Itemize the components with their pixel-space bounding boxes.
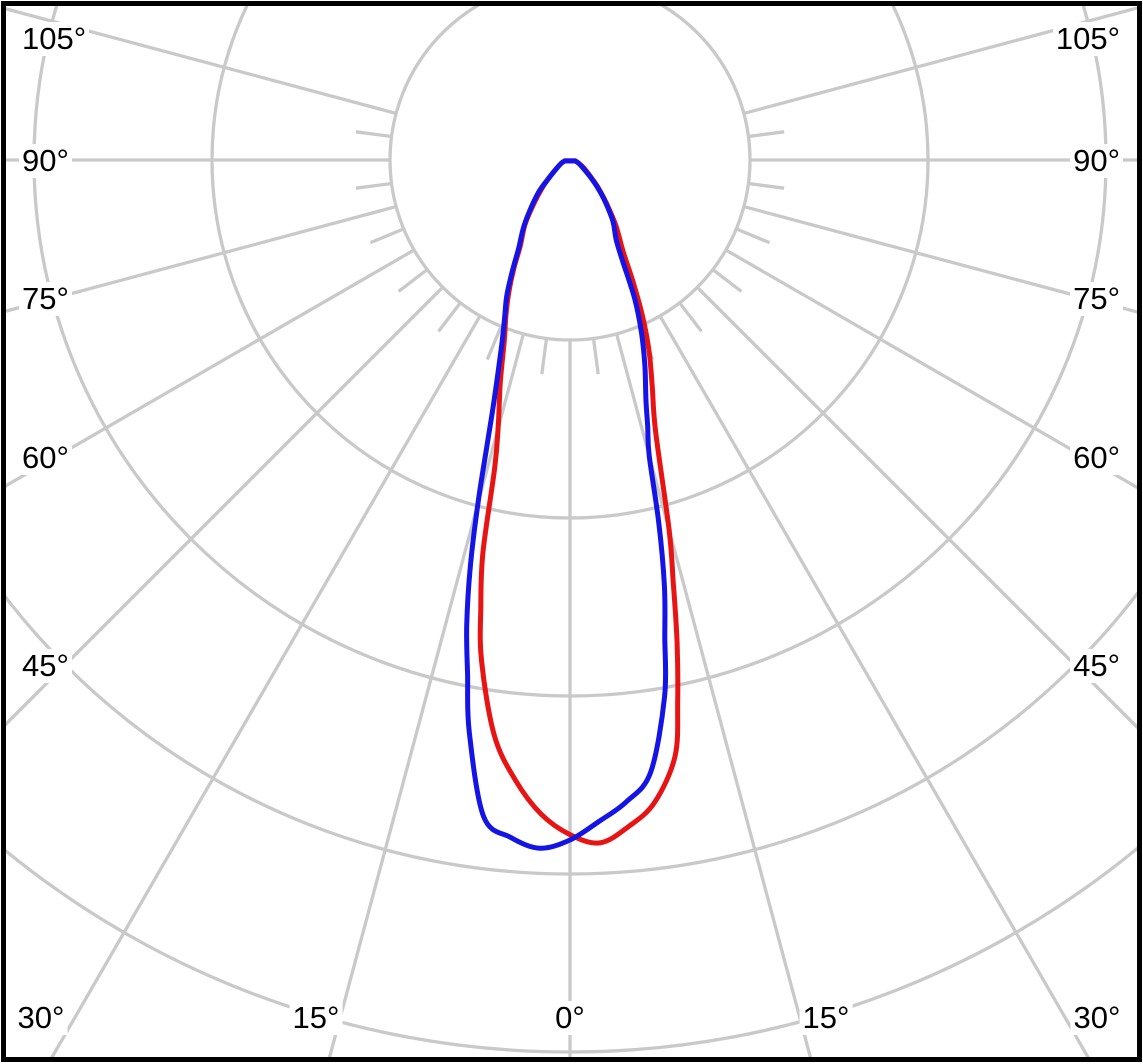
angle-label-bottom-0: 0° [552, 1001, 588, 1035]
angle-label-bottom-15-left: 15° [289, 1001, 343, 1035]
angle-label-right-45: 45° [1070, 649, 1123, 683]
angle-label-left-105: 105° [19, 22, 90, 56]
angle-label-right-105: 105° [1052, 22, 1123, 56]
blue-curve [464, 158, 669, 851]
angle-label-left-60: 60° [19, 441, 72, 475]
angle-label-bottom-30-left: 30° [14, 1001, 68, 1035]
angle-label-left-90: 90° [19, 144, 72, 178]
angle-label-bottom-15-right: 15° [799, 1001, 853, 1035]
angle-label-bottom-30-right: 30° [1070, 1001, 1124, 1035]
red-curve [477, 158, 681, 846]
angle-label-right-75: 75° [1070, 282, 1123, 316]
angle-label-left-75: 75° [19, 282, 72, 316]
angle-label-left-45: 45° [19, 649, 72, 683]
angle-label-right-90: 90° [1070, 144, 1123, 178]
angle-label-right-60: 60° [1070, 441, 1123, 475]
